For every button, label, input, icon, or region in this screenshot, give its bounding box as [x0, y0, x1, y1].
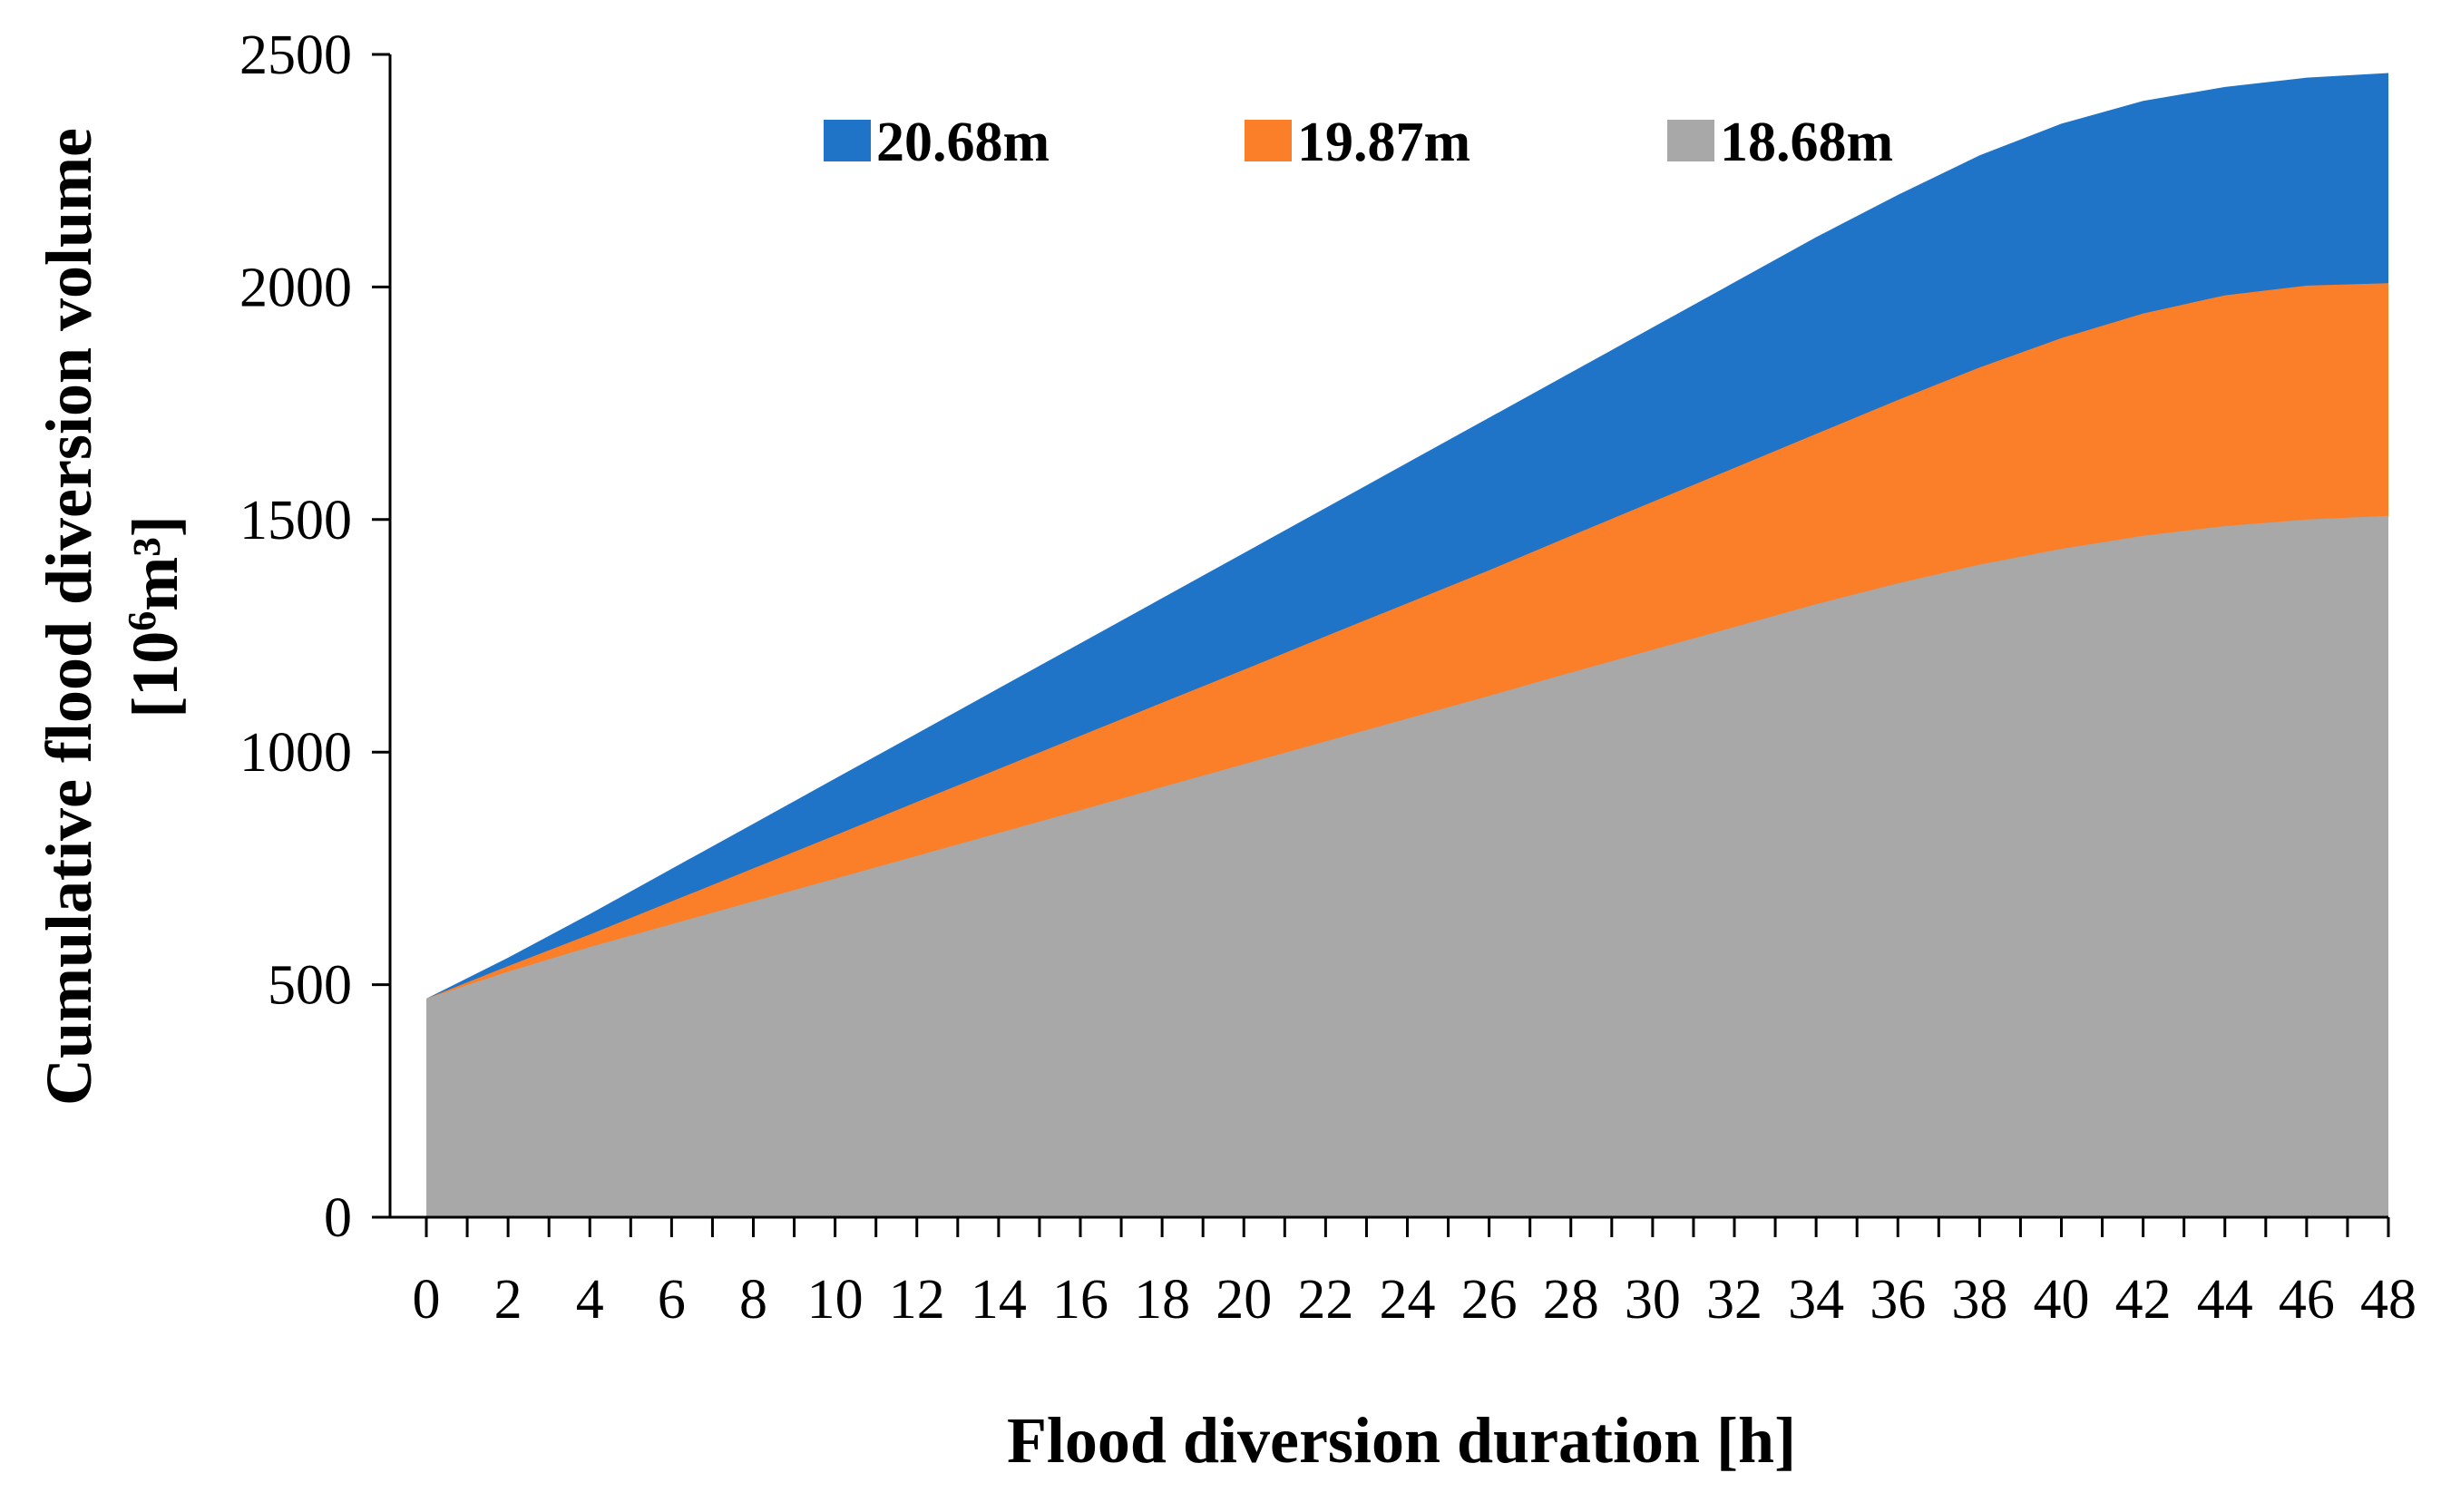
x-tick-label: 24 — [1380, 1269, 1436, 1331]
x-tick-label: 18 — [1134, 1269, 1190, 1331]
x-tick-label: 16 — [1052, 1269, 1108, 1331]
x-tick-label: 30 — [1625, 1269, 1681, 1331]
legend-item: 19.87m — [1245, 112, 1470, 173]
x-tick-label: 36 — [1870, 1269, 1926, 1331]
x-tick-label: 48 — [2360, 1269, 2417, 1331]
y-axis-title-line1: Cumulative flood diversion volume — [33, 128, 105, 1106]
x-tick-label: 26 — [1461, 1269, 1518, 1331]
legend-item: 20.68m — [824, 112, 1050, 173]
x-tick-label: 42 — [2115, 1269, 2172, 1331]
x-tick-label: 34 — [1788, 1269, 1844, 1331]
legend-swatch — [1245, 120, 1292, 161]
x-axis-title: Flood diversion duration [h] — [1007, 1404, 1796, 1477]
y-tick-label: 2000 — [239, 257, 352, 318]
x-tick-label: 46 — [2279, 1269, 2335, 1331]
x-tick-label: 10 — [807, 1269, 864, 1331]
legend-label: 19.87m — [1297, 112, 1470, 173]
y-axis-unit-base: [10 — [119, 631, 191, 718]
x-tick-label: 40 — [2034, 1269, 2090, 1331]
x-tick-label: 32 — [1706, 1269, 1762, 1331]
legend-item: 18.68m — [1667, 112, 1893, 173]
x-tick-label: 6 — [658, 1269, 686, 1331]
y-axis-unit-tail: m³] — [119, 515, 191, 611]
legend-swatch — [824, 120, 871, 161]
legend-label: 20.68m — [876, 112, 1050, 173]
y-tick-labels: 0 500 1000 1500 2000 2500 — [239, 24, 352, 1249]
x-tick-label: 0 — [413, 1269, 441, 1331]
y-axis-unit-exponent: 6 — [120, 611, 164, 631]
x-tick-label: 22 — [1297, 1269, 1353, 1331]
legend-label: 18.68m — [1720, 112, 1893, 173]
x-tick-label: 8 — [739, 1269, 767, 1331]
x-tick-label: 12 — [889, 1269, 945, 1331]
x-tick-label: 14 — [971, 1269, 1027, 1331]
axes — [372, 53, 2390, 1237]
y-tick-label: 500 — [268, 955, 352, 1017]
y-axis-title-line2: [106m³] — [119, 515, 191, 718]
legend: 20.68m 19.87m 18.68m — [824, 112, 1893, 173]
y-axis-title: Cumulative flood diversion volume [106m³… — [33, 128, 191, 1106]
x-tick-label: 44 — [2197, 1269, 2253, 1331]
y-tick-label: 1500 — [239, 490, 352, 551]
x-tick-label: 2 — [494, 1269, 522, 1331]
area-18.68m — [426, 515, 2388, 1217]
x-tick-label: 20 — [1216, 1269, 1272, 1331]
x-tick-label: 4 — [576, 1269, 604, 1331]
x-tick-label: 38 — [1951, 1269, 2007, 1331]
y-tick-label: 0 — [324, 1187, 352, 1249]
x-tick-label: 28 — [1543, 1269, 1599, 1331]
y-tick-label: 2500 — [239, 24, 352, 86]
legend-swatch — [1667, 120, 1714, 161]
area-series-group — [426, 73, 2388, 1217]
y-tick-label: 1000 — [239, 722, 352, 784]
x-tick-labels: 0 2 4 6 8 10 12 14 16 18 20 22 24 26 28 30 32 34 36 38 40 42 4… — [413, 1269, 2417, 1331]
